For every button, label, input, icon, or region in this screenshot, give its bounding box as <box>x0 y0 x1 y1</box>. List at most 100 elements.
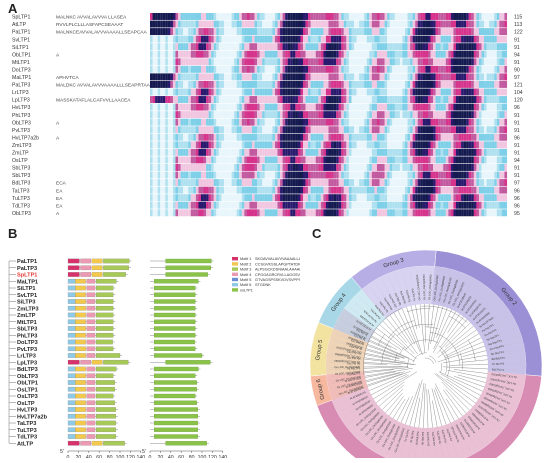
alignment-cell <box>239 20 242 28</box>
alignment-cell <box>504 73 508 81</box>
alignment-cell <box>213 209 217 217</box>
alignment-cell <box>496 126 500 134</box>
alignment-cell <box>218 186 222 194</box>
alignment-cell <box>328 133 332 141</box>
alignment-cell <box>443 103 446 111</box>
alignment-cell <box>221 43 224 51</box>
alignment-cell <box>471 80 474 88</box>
alignment-cell <box>295 164 298 171</box>
alignment-cell <box>201 43 204 51</box>
alignment-cell <box>290 111 293 119</box>
alignment-cell <box>412 96 416 103</box>
alignment-cell <box>430 186 434 194</box>
alignment-cell <box>415 88 418 96</box>
alignment-cell <box>234 111 237 119</box>
alignment-cell <box>504 20 508 28</box>
alignment-cell <box>374 186 377 194</box>
alignment-cell <box>313 50 316 58</box>
alignment-cell <box>484 111 487 119</box>
alignment-cell <box>389 171 393 179</box>
alignment-cell <box>246 156 250 164</box>
motif-box <box>67 292 76 298</box>
row-prefix: A <box>56 211 60 217</box>
alignment-cell <box>438 133 441 141</box>
alignment-cell <box>172 171 176 179</box>
alignment-cell <box>155 186 158 194</box>
alignment-cell <box>313 186 316 194</box>
alignment-cell <box>175 171 179 179</box>
nsltp-domain <box>165 258 212 264</box>
alignment-cell <box>417 103 421 111</box>
alignment-cell <box>405 65 408 73</box>
alignment-cell <box>369 73 372 81</box>
tree-branch <box>441 326 474 354</box>
alignment-cell <box>468 194 472 202</box>
leaf-label: Ta HvLTP7a2b <box>344 376 362 383</box>
alignment-cell <box>481 96 485 103</box>
alignment-cell <box>175 28 179 36</box>
alignment-cell <box>229 50 232 58</box>
alignment-cell <box>183 103 186 111</box>
alignment-cell <box>351 103 355 111</box>
alignment-cell <box>152 141 156 149</box>
alignment-cell <box>407 28 411 36</box>
alignment-cell <box>239 171 242 179</box>
alignment-cell <box>476 126 479 134</box>
alignment-cell <box>303 43 306 51</box>
alignment-cell <box>440 96 444 103</box>
alignment-cell <box>443 156 446 164</box>
alignment-cell <box>499 88 502 96</box>
alignment-cell <box>494 111 497 119</box>
alignment-cell <box>280 133 283 141</box>
leaf-guide <box>331 376 363 382</box>
alignment-cell <box>366 133 370 141</box>
alignment-cell <box>494 103 497 111</box>
alignment-cell <box>394 133 398 141</box>
species-label: ObLTP3 <box>17 374 38 380</box>
alignment-cell <box>456 96 459 103</box>
tree-arc <box>440 363 442 373</box>
alignment-cell <box>303 88 306 96</box>
alignment-cell <box>338 58 342 66</box>
tree-arc <box>399 346 405 355</box>
alignment-cell <box>412 186 416 194</box>
alignment-cell <box>216 58 219 66</box>
alignment-cell <box>443 88 446 96</box>
alignment-cell <box>389 96 393 103</box>
alignment-cell <box>402 179 406 187</box>
alignment-cell <box>195 96 199 103</box>
row-name: SpLTP1 <box>12 15 30 21</box>
alignment-cell <box>422 28 426 36</box>
alignment-cell <box>315 58 319 66</box>
alignment-cell <box>501 88 505 96</box>
row-name: ObLTP3 <box>12 120 31 126</box>
alignment-cell <box>267 96 270 103</box>
alignment-cell <box>433 13 436 20</box>
alignment-cell <box>274 50 278 58</box>
alignment-cell <box>336 96 339 103</box>
alignment-cell <box>384 80 388 88</box>
alignment-cell <box>427 179 431 187</box>
alignment-cell <box>499 28 502 36</box>
alignment-cell <box>310 28 314 36</box>
alignment-cell <box>236 35 240 43</box>
alignment-cell <box>190 156 194 164</box>
alignment-cell <box>425 201 428 209</box>
alignment-cell <box>371 141 375 149</box>
motif-box <box>95 285 114 291</box>
alignment-cell <box>410 20 413 28</box>
alignment-cell <box>315 65 319 73</box>
alignment-cell <box>257 179 260 187</box>
alignment-cell <box>262 20 265 28</box>
alignment-cell <box>491 35 495 43</box>
alignment-cell <box>320 126 324 134</box>
alignment-cell <box>471 148 474 156</box>
alignment-cell <box>476 118 479 126</box>
alignment-cell <box>308 111 311 119</box>
alignment-cell <box>468 156 472 164</box>
alignment-cell <box>249 209 253 217</box>
alignment-cell <box>389 209 393 217</box>
alignment-cell <box>175 13 179 20</box>
alignment-cell <box>280 148 283 156</box>
alignment-cell <box>448 28 451 36</box>
